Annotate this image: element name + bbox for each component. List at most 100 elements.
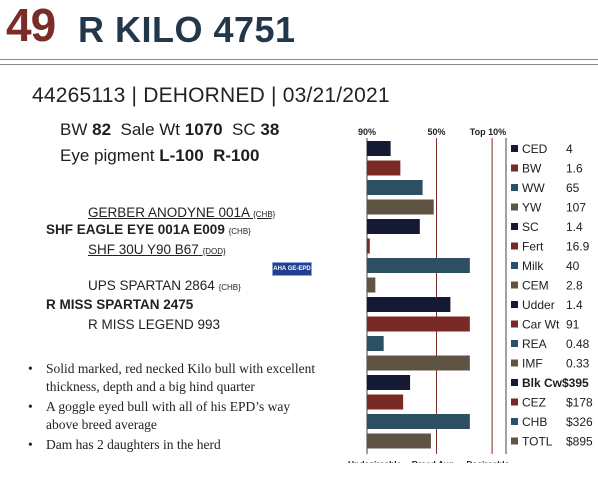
pedigree-tag: {DOD} <box>202 247 226 256</box>
epd-bar-cez <box>367 394 404 410</box>
ge-epd-logo: AHA GE-EPD <box>272 262 312 276</box>
trait-label: YW <box>522 201 542 215</box>
note-item: • Solid marked, red necked Kilo bull with… <box>26 360 316 396</box>
epd-bar-chb <box>367 414 470 429</box>
trait-label: WW <box>522 181 545 195</box>
trait-label: Car Wt <box>522 318 560 332</box>
note-text: Solid marked, red necked Kilo bull with … <box>46 361 316 394</box>
x-tick-label: Top 10% <box>470 127 506 137</box>
bullet-icon: • <box>28 437 33 452</box>
trait-value: 65 <box>566 181 580 195</box>
bullet-icon: • <box>28 361 33 376</box>
legend-swatch <box>511 437 518 445</box>
bull-name: R KILO 4751 <box>78 9 296 50</box>
sale-wt-value: 1070 <box>184 120 223 139</box>
trait-value: 16.9 <box>566 240 590 254</box>
x-tick-label: 90% <box>358 127 376 137</box>
trait-label: SC <box>522 220 539 234</box>
bw-label: BW <box>60 120 88 139</box>
legend-swatch <box>511 379 518 386</box>
legend-swatch <box>511 359 518 367</box>
header-divider-bottom <box>0 64 598 65</box>
trait-value: $178 <box>566 396 593 410</box>
trait-value: 1.6 <box>566 162 583 176</box>
pedigree-name: SHF 30U Y90 B67 <box>88 242 199 257</box>
pedigree-tag: {CHB} <box>218 283 241 292</box>
note-text: Dam has 2 daughters in the herd <box>46 437 221 452</box>
bw-value: 82 <box>92 120 112 139</box>
trait-label: CEZ <box>522 396 546 410</box>
trait-label: IMF <box>522 357 543 371</box>
trait-value: $395 <box>562 376 589 390</box>
epd-bar-yw <box>367 199 434 215</box>
epd-bar-totl <box>367 433 431 449</box>
legend-swatch <box>511 145 518 152</box>
performance-row-1: BW 82 Sale Wt 1070 SC 38 <box>60 120 279 140</box>
trait-value: 40 <box>566 259 580 273</box>
epd-bar-ww <box>367 180 423 195</box>
note-item: • Dam has 2 daughters in the herd <box>26 436 316 454</box>
legend-swatch <box>511 320 518 328</box>
trait-value: $895 <box>566 435 593 449</box>
trait-label: Milk <box>522 259 544 273</box>
eye-left-value: L-100 <box>159 146 204 165</box>
trait-value: 1.4 <box>566 220 583 234</box>
registration-line: 44265113 | DEHORNED | 03/21/2021 <box>32 84 390 107</box>
pedigree-name: R MISS SPARTAN 2475 <box>46 297 194 312</box>
x-tick-label: 50% <box>427 127 445 137</box>
pedigree-tag: {CHB} <box>253 210 276 219</box>
trait-label: CED <box>522 142 548 156</box>
legend-swatch <box>511 184 518 191</box>
sc-label: SC <box>232 120 256 139</box>
trait-value: 107 <box>566 201 586 215</box>
lot-number: 49 <box>6 0 56 51</box>
legend-swatch <box>511 242 518 250</box>
trait-label: Blk Cw <box>522 376 563 390</box>
trait-label: REA <box>522 337 547 351</box>
legend-swatch <box>511 340 518 347</box>
notes-list: • Solid marked, red necked Kilo bull with… <box>26 360 316 456</box>
trait-value: 91 <box>566 318 580 332</box>
legend-swatch <box>511 281 518 289</box>
trait-value: 1.4 <box>566 298 583 312</box>
note-text: A goggle eyed bull with all of his EPD’s… <box>46 399 291 432</box>
pedigree-sire-dam: SHF 30U Y90 B67 {DOD} <box>88 242 226 257</box>
epd-bar-rea <box>367 336 384 351</box>
pedigree-sire-sire: GERBER ANODYNE 001A {CHB} <box>88 205 275 220</box>
trait-value: 2.8 <box>566 279 583 293</box>
legend-swatch <box>511 301 518 308</box>
legend-swatch <box>511 203 518 211</box>
note-item: • A goggle eyed bull with all of his EPD’… <box>26 398 316 434</box>
pedigree-dam-dam: R MISS LEGEND 993 <box>88 317 220 332</box>
epd-bar-car-wt <box>367 316 470 332</box>
chart-footer: Undesireable -- Breed Avg. -- Desireable <box>348 459 510 463</box>
trait-label: CEM <box>522 279 549 293</box>
epd-bar-ced <box>367 141 391 156</box>
pedigree-name: UPS SPARTAN 2864 <box>88 278 215 293</box>
epd-bar-milk <box>367 258 470 273</box>
epd-bar-bw <box>367 160 401 176</box>
epd-bar-blk-cw <box>367 375 411 390</box>
performance-row-2: Eye pigment L-100 R-100 <box>60 146 259 166</box>
legend-swatch <box>511 398 518 406</box>
pedigree-tag: {CHB} <box>228 227 251 236</box>
legend-swatch <box>511 262 518 269</box>
eye-right-value: R-100 <box>213 146 260 165</box>
epd-chart: 90% 50% Top 10% CED 4 BW 1.6 WW 65 YW 107 SC 1.4 Fert… <box>348 127 593 463</box>
trait-label: Fert <box>522 240 544 254</box>
header-divider-top <box>0 59 598 60</box>
bullet-icon: • <box>28 399 33 414</box>
epd-bar-udder <box>367 297 451 312</box>
pedigree-name: SHF EAGLE EYE 001A E009 <box>46 222 225 237</box>
sc-value: 38 <box>260 120 280 139</box>
trait-value: 4 <box>566 142 573 156</box>
trait-value: 0.48 <box>566 337 590 351</box>
trait-value: 0.33 <box>566 357 590 371</box>
epd-bar-fert <box>367 238 370 254</box>
trait-label: CHB <box>522 415 547 429</box>
legend-swatch <box>511 223 518 230</box>
eye-pigment-label: Eye pigment <box>60 146 155 165</box>
epd-bar-sc <box>367 219 420 234</box>
pedigree-name: R MISS LEGEND 993 <box>88 317 221 332</box>
sale-wt-label: Sale Wt <box>120 120 181 139</box>
